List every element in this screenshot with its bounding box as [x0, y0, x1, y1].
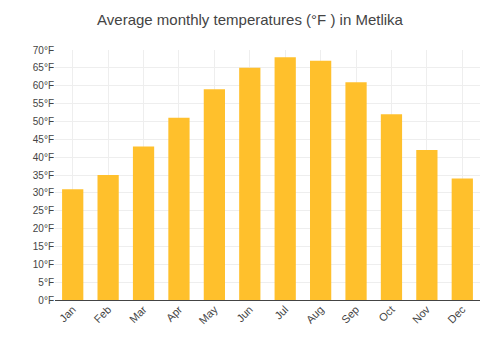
svg-text:0°F: 0°F: [38, 295, 54, 306]
svg-text:Dec: Dec: [445, 303, 468, 326]
svg-text:Sep: Sep: [339, 303, 361, 325]
svg-text:Jan: Jan: [57, 303, 78, 324]
svg-text:Oct: Oct: [376, 303, 397, 324]
svg-text:Jul: Jul: [272, 303, 290, 321]
svg-text:Average monthly temperatures (: Average monthly temperatures (°F ) in Me…: [97, 11, 403, 28]
svg-text:65°F: 65°F: [33, 62, 54, 73]
svg-text:35°F: 35°F: [33, 170, 54, 181]
svg-text:60°F: 60°F: [33, 80, 54, 91]
svg-text:15°F: 15°F: [33, 241, 54, 252]
svg-text:Aug: Aug: [304, 303, 326, 325]
svg-text:May: May: [197, 303, 221, 327]
svg-text:40°F: 40°F: [33, 152, 54, 163]
svg-text:25°F: 25°F: [33, 205, 54, 216]
svg-text:45°F: 45°F: [33, 134, 54, 145]
svg-text:Nov: Nov: [410, 303, 433, 326]
svg-text:Apr: Apr: [164, 303, 185, 324]
svg-text:Jun: Jun: [234, 303, 255, 324]
svg-text:5°F: 5°F: [38, 277, 54, 288]
svg-text:50°F: 50°F: [33, 116, 54, 127]
svg-text:Mar: Mar: [127, 303, 149, 325]
svg-text:30°F: 30°F: [33, 187, 54, 198]
svg-text:55°F: 55°F: [33, 98, 54, 109]
svg-text:70°F: 70°F: [33, 45, 54, 56]
svg-text:10°F: 10°F: [33, 259, 54, 270]
svg-text:20°F: 20°F: [33, 223, 54, 234]
svg-text:Feb: Feb: [92, 303, 114, 325]
